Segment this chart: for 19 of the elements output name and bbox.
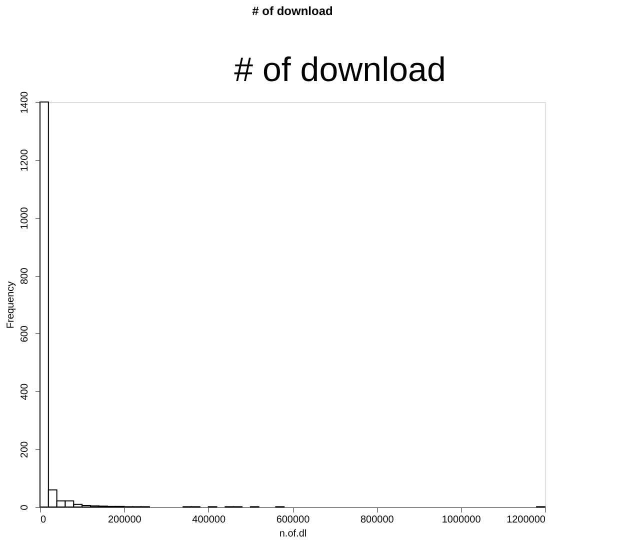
y-tick-label: 1400 [20,90,30,114]
y-axis-title: Frequency [6,281,16,329]
y-tick-label: 400 [20,383,30,400]
y-tick-label: 1200 [20,148,30,172]
x-tick-label: 200000 [108,514,142,526]
x-tick-label: 1000000 [442,514,482,526]
y-tick-label: 800 [20,267,30,284]
x-tick-label: 400000 [192,514,226,526]
text: # of download [234,51,446,89]
y-tick-label: 200 [20,440,30,458]
y-tick-label: 1000 [20,206,30,230]
chart-title: # of download [252,4,333,18]
y-tick-label: 0 [20,504,30,510]
x-axis-title: n.of.dl [279,528,307,540]
x-tick-label: 600000 [276,514,310,526]
x-tick-label: 800000 [360,514,394,526]
x-tick-label: 0 [40,514,46,526]
y-tick-label: 600 [20,325,30,342]
x-tick-label: 1200000 [506,514,546,526]
